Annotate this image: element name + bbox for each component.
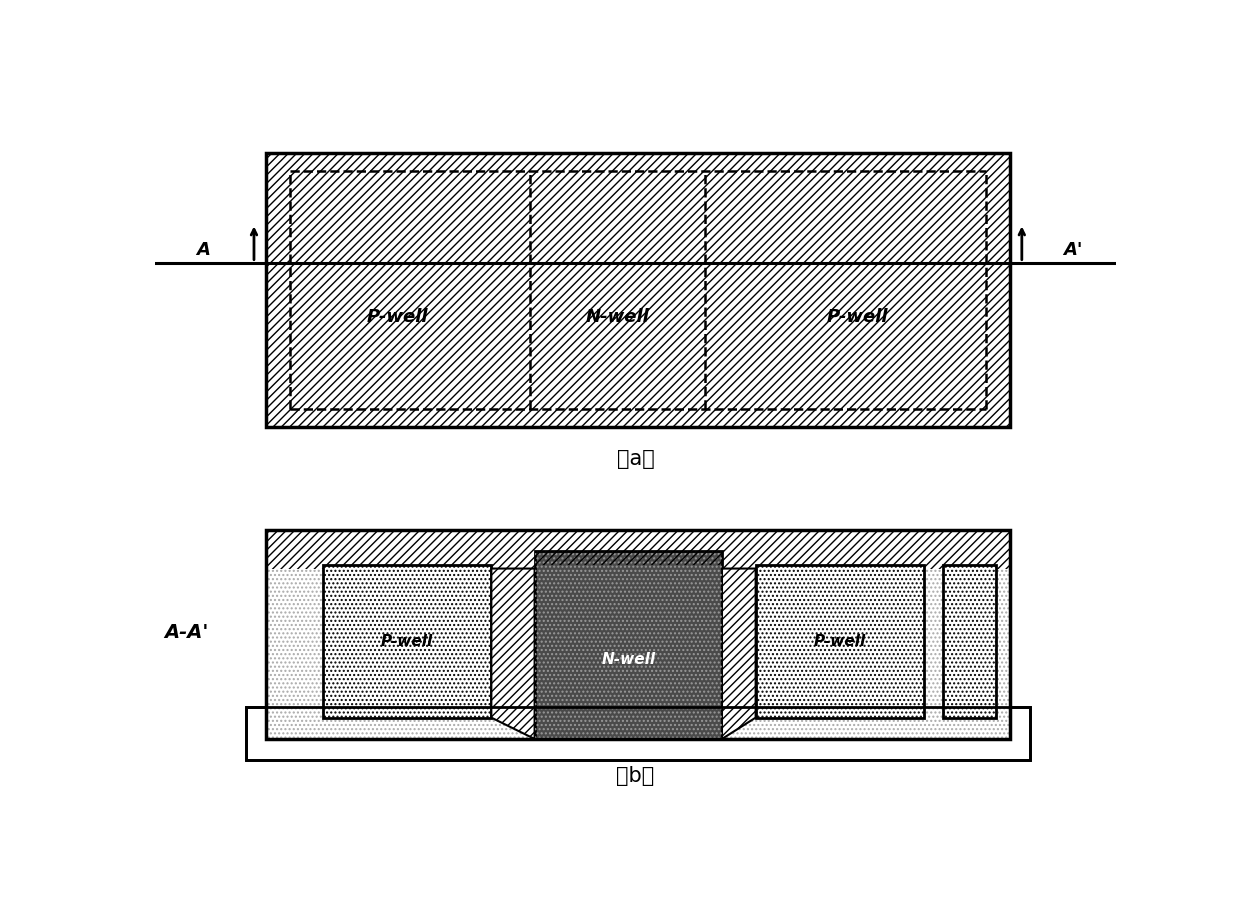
Text: P-well: P-well bbox=[367, 308, 429, 326]
Bar bbox=[265, 153, 1011, 427]
Text: P-well: P-well bbox=[381, 633, 434, 649]
Text: A': A' bbox=[1063, 241, 1083, 259]
Text: A: A bbox=[196, 241, 210, 259]
Bar bbox=[324, 565, 491, 717]
Polygon shape bbox=[491, 569, 534, 739]
Text: （b）: （b） bbox=[616, 766, 655, 786]
Text: N-well: N-well bbox=[601, 653, 656, 668]
Bar bbox=[324, 565, 491, 717]
Bar bbox=[534, 550, 722, 739]
Polygon shape bbox=[722, 569, 755, 739]
Bar bbox=[265, 529, 1011, 569]
Bar bbox=[755, 565, 924, 717]
Bar bbox=[265, 529, 1011, 739]
Bar bbox=[534, 550, 722, 565]
Bar bbox=[534, 550, 722, 739]
Bar bbox=[265, 153, 1011, 427]
Bar bbox=[265, 529, 1011, 739]
Bar bbox=[942, 565, 996, 717]
Text: P-well: P-well bbox=[813, 633, 866, 649]
Bar bbox=[247, 707, 1029, 761]
Text: A-A': A-A' bbox=[165, 623, 210, 642]
Bar bbox=[942, 565, 996, 717]
Text: （a）: （a） bbox=[616, 448, 655, 468]
Bar bbox=[247, 707, 1029, 761]
Bar bbox=[755, 565, 924, 717]
Bar bbox=[265, 529, 1011, 569]
Text: P-well: P-well bbox=[827, 308, 888, 326]
Bar bbox=[265, 529, 1011, 739]
Text: N-well: N-well bbox=[585, 308, 650, 326]
